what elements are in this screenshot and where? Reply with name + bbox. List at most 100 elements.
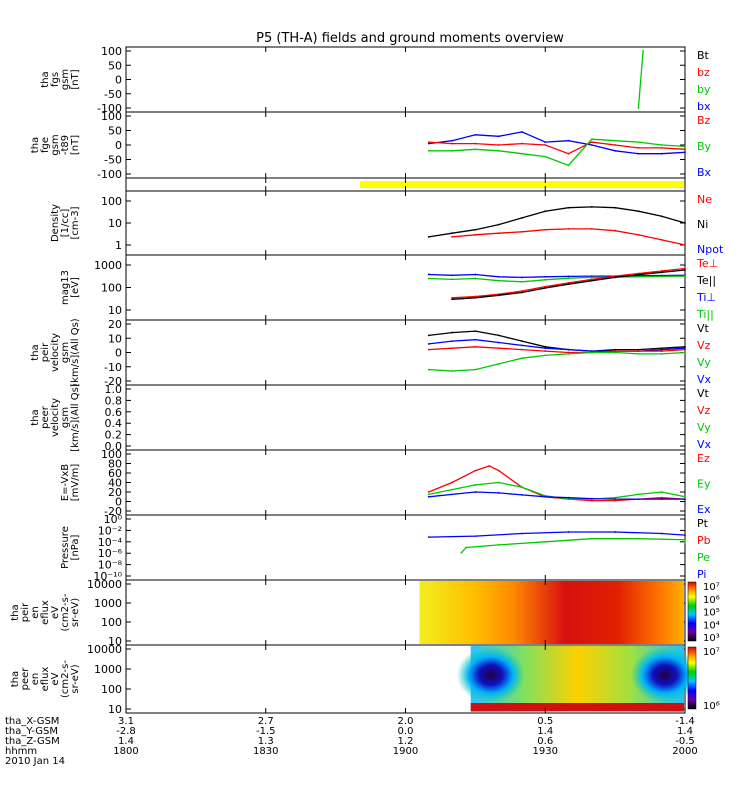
data-point [590,279,593,282]
data-point [544,354,547,357]
x-axis-date: 2010 Jan 14 [5,756,65,767]
y-axis-label: fge [40,137,51,153]
data-point [590,275,593,278]
data-point [660,215,663,218]
data-point [451,236,453,238]
x-axis-value: 1900 [393,746,418,757]
panel-density: 100 10 1 Density [1/cc] [cm-3] Ne Ni Npot [50,190,724,256]
data-point [590,227,593,230]
data-point [684,351,686,354]
y-tick-label: 0 [115,496,122,509]
y-axis-label: peir [20,602,31,622]
data-point [637,273,640,276]
data-point [660,347,663,350]
data-point [451,232,453,235]
y-tick-label: 10 [108,635,122,648]
colorbar [687,646,697,710]
y-tick-label: 50 [108,125,122,138]
series-line [428,273,686,279]
data-point [497,135,500,138]
y-tick-label: 80 [108,458,122,471]
data-point [427,343,430,345]
y-tick-label: 1000 [94,663,122,676]
data-point [521,280,523,283]
data-point [497,341,500,344]
y-axis-label: tha [10,604,21,620]
y-tick-label: -20 [104,375,122,388]
data-point [637,233,640,236]
y-axis-label: tha [30,344,41,360]
data-point [684,538,686,541]
legend-entry: By [697,140,712,153]
data-point [567,531,570,533]
data-point [544,350,547,352]
data-point [684,222,686,224]
data-point [521,131,523,133]
y-axis-label: [nT] [70,69,81,89]
data-point [497,481,500,484]
x-axis-value: 1800 [113,746,138,757]
y-axis-label: peer [40,405,51,429]
data-point [637,272,640,275]
data-point [451,347,453,350]
y-tick-label: 100 [101,110,122,123]
data-point [544,275,547,278]
legend-entry: Vx [697,438,712,451]
data-point [544,347,547,350]
data-point [590,144,593,146]
panel-peer_en: 10000 1000 100 10 tha peer en eflux eV (cm2-s-sr-… [10,643,720,716]
data-point [637,141,640,144]
data-point [637,498,640,501]
data-point [567,353,570,355]
y-tick-label: -100 [97,102,122,115]
y-axis-label: velocity [50,398,61,437]
y-tick-label: 10 [108,332,122,345]
data-point [474,277,477,280]
y-axis-label: [nT] [70,135,81,155]
x-axis-value: 1.4 [537,726,553,737]
data-point [590,276,593,279]
x-axis-value: 0.6 [537,736,553,747]
panel-fge: 100 500 -50-100 tha fge gsm -t89 [nT] Bz By Bx [30,110,712,181]
y-tick-label: 0.8 [105,394,123,407]
y-axis-label: mag13 [60,270,71,305]
data-point [451,278,453,281]
legend-entry: Pt [697,517,709,530]
y-axis-label: [mV/m] [70,464,81,502]
legend-entry: Ey [697,478,711,491]
x-axis-value: -0.5 [675,736,695,747]
data-point [497,144,500,146]
y-tick-label: 1 [115,239,122,252]
series-line [428,346,686,354]
data-point [567,227,570,230]
y-axis-label: (cm2-s- [60,593,71,631]
data-point [567,206,570,209]
data-point [427,334,430,337]
data-point [684,145,686,148]
y-axis-label: (cm2-s- [60,660,71,698]
y-tick-label: 100 [101,683,122,696]
data-point [427,273,430,276]
data-point [684,534,686,536]
panel-frame [125,190,686,256]
spectrogram-low-flux-region [631,647,699,703]
colorbar-label: 10⁵ [703,608,720,619]
y-tick-label: 100 [101,195,122,208]
panel-temp: 1000 100 10 mag13 [eV] Te⊥ Te|| Ti⊥ Ti|| [60,254,718,321]
data-point [614,206,617,209]
x-axis-value: 2.7 [258,716,274,727]
data-point [497,469,500,472]
y-tick-label: 0 [115,74,122,87]
spectrogram-low-energy-band [470,703,684,711]
data-point [497,492,500,494]
data-point [497,279,500,282]
y-axis-label: [1/cc] [60,209,71,238]
y-axis-label: eflux [40,667,51,692]
panel-mode [125,177,686,192]
data-point [474,295,477,298]
legend-entry: Pi [697,568,706,581]
colorbar-label: 10⁶ [703,595,720,606]
x-axis-value: 0.0 [398,726,414,737]
